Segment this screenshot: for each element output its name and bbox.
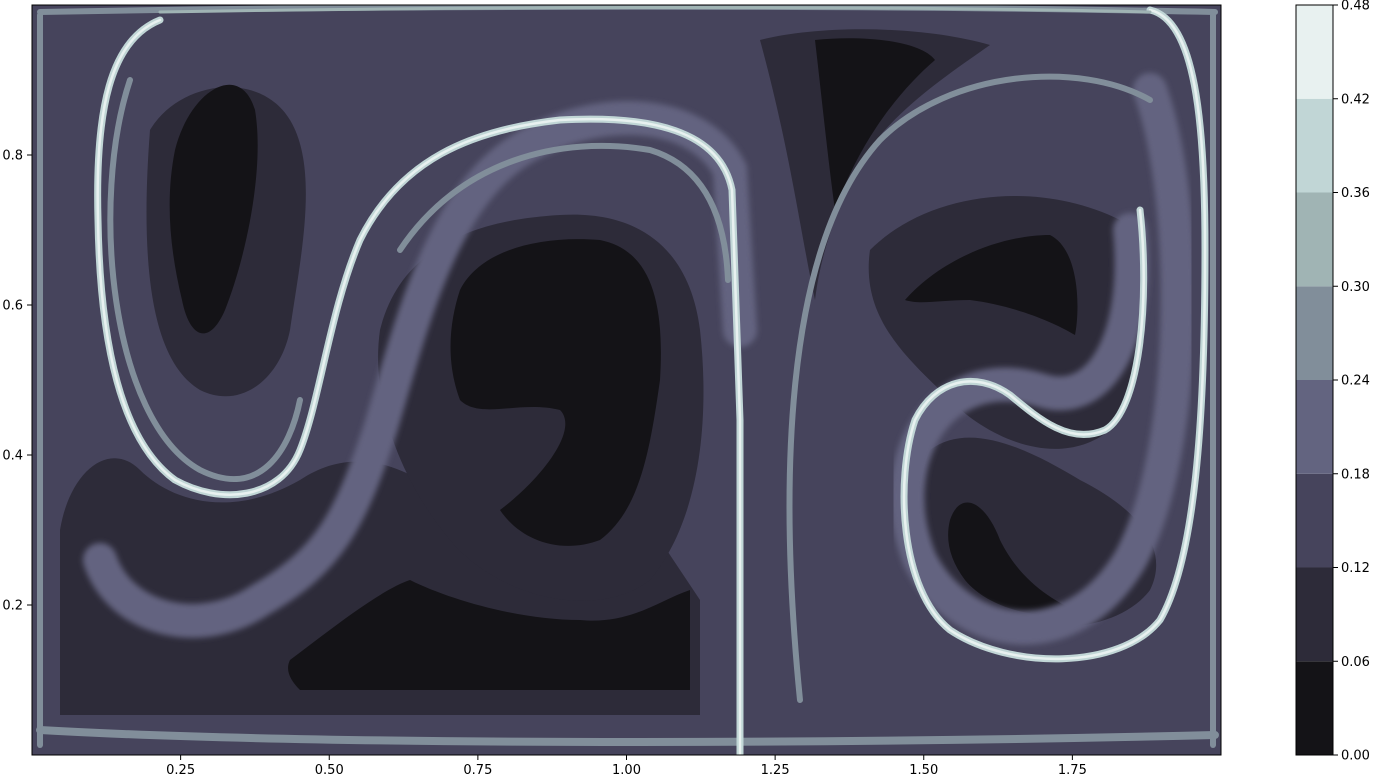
central-dark-core	[450, 239, 661, 546]
colorbar-band	[1296, 661, 1333, 755]
colorbar-band	[1296, 98, 1333, 193]
colorbar-tick-label: 0.06	[1341, 655, 1370, 670]
y-tick-label: 0.8	[2, 149, 23, 164]
left-inner-band	[107, 77, 303, 483]
x-tick-label: 0.75	[463, 763, 492, 776]
colorbar-tick-label: 0.36	[1341, 186, 1370, 201]
colorbar-band	[1296, 192, 1333, 287]
colorbar-band	[1296, 380, 1333, 474]
colorbar-band	[1296, 473, 1333, 568]
bottom-band	[36, 726, 1219, 746]
colorbar-tick-label: 0.00	[1341, 749, 1370, 764]
right-spiral-band-outer	[890, 73, 1195, 645]
y-tick-label: 0.6	[2, 299, 23, 314]
colorbar-tick-label: 0.42	[1341, 92, 1370, 107]
x-tick-label: 1.00	[612, 763, 641, 776]
x-tick-label: 1.25	[761, 763, 790, 776]
top-right-dark-wedge	[815, 38, 935, 211]
x-tick-label: 0.25	[166, 763, 195, 776]
colorbar: 0.00 0.06 0.12 0.18 0.24 0.30 0.36 0.42 0.48	[1295, 0, 1370, 764]
contour-plot-area	[31, 4, 1222, 756]
center-arc-band	[397, 142, 731, 283]
colorbar-tick-label: 0.12	[1341, 561, 1370, 576]
top-right-dark-basin	[760, 29, 990, 301]
y-axis: 0.2 0.4 0.6 0.8	[2, 149, 32, 614]
colorbar-tick-label: 0.24	[1341, 374, 1370, 389]
x-tick-label: 1.75	[1058, 763, 1087, 776]
y-tick-label: 0.2	[2, 599, 23, 614]
left-s-bright-core	[96, 18, 742, 755]
left-vortex-dark-core	[169, 84, 258, 334]
bottom-dark-region	[288, 580, 690, 690]
x-tick-label: 0.50	[315, 763, 344, 776]
colorbar-band	[1296, 286, 1333, 380]
colorbar-tick-label: 0.48	[1341, 0, 1370, 14]
colorbar-tick-label: 0.18	[1341, 467, 1370, 482]
right-upper-dark-core	[905, 235, 1078, 335]
bright-filaments	[94, 6, 1209, 755]
top-bright-edge	[158, 6, 1152, 14]
colorbar-band	[1296, 567, 1333, 662]
right-lower-dark-core	[948, 502, 1085, 617]
colorbar-tick-label: 0.30	[1341, 280, 1370, 295]
colorbar-band	[1296, 5, 1333, 99]
right-spiral-bright-core	[902, 8, 1207, 660]
x-axis: 0.25 0.50 0.75 1.00 1.25 1.50 1.75	[166, 755, 1087, 776]
right-outer-band	[786, 73, 1153, 703]
x-tick-label: 1.50	[909, 763, 938, 776]
y-tick-label: 0.4	[2, 449, 23, 464]
